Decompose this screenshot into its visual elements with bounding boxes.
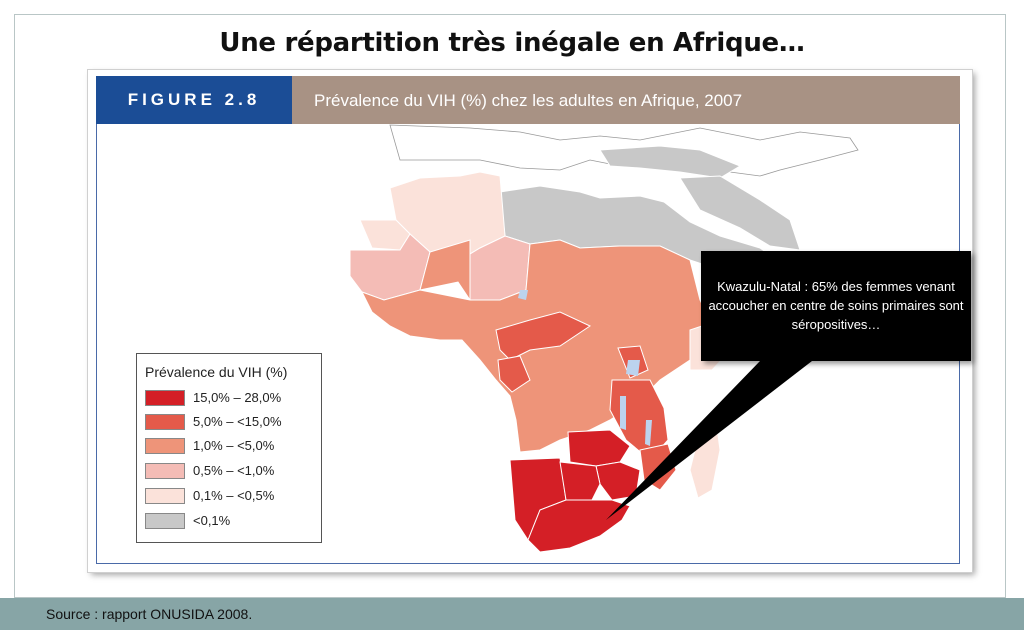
legend: Prévalence du VIH (%) 15,0% – 28,0% 5,0%… bbox=[136, 353, 322, 543]
legend-swatch bbox=[145, 390, 185, 406]
source-note: Source : rapport ONUSIDA 2008. bbox=[46, 606, 253, 622]
legend-title: Prévalence du VIH (%) bbox=[145, 364, 288, 380]
kwazulu-natal-callout: Kwazulu-Natal : 65% des femmes venant ac… bbox=[701, 251, 971, 361]
legend-label: 15,0% – 28,0% bbox=[193, 390, 282, 405]
callout-pointer bbox=[606, 361, 812, 520]
legend-swatch bbox=[145, 414, 185, 430]
sahel-pink bbox=[349, 233, 531, 301]
legend-label: <0,1% bbox=[193, 513, 231, 528]
legend-swatch bbox=[145, 463, 185, 479]
figure-label: FIGURE 2.8 bbox=[96, 76, 292, 124]
footer-bar bbox=[0, 598, 1024, 630]
grey-countries bbox=[499, 145, 801, 271]
legend-swatch bbox=[145, 488, 185, 504]
slide-title: Une répartition très inégale en Afrique… bbox=[219, 28, 805, 58]
legend-label: 0,5% – <1,0% bbox=[193, 463, 275, 478]
legend-swatch bbox=[145, 513, 185, 529]
legend-label: 1,0% – <5,0% bbox=[193, 438, 275, 453]
very-high-prevalence bbox=[509, 429, 641, 553]
legend-swatch bbox=[145, 438, 185, 454]
legend-label: 0,1% – <0,5% bbox=[193, 488, 275, 503]
lakes bbox=[518, 290, 652, 446]
legend-label: 5,0% – <15,0% bbox=[193, 414, 282, 429]
north-africa-light bbox=[359, 171, 506, 261]
figure-caption: Prévalence du VIH (%) chez les adultes e… bbox=[314, 91, 743, 110]
